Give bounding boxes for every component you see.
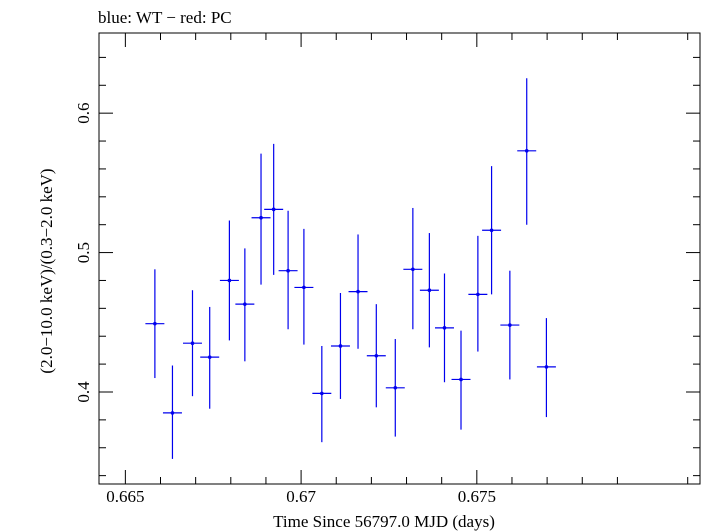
- y-tick-label: 0.6: [74, 103, 93, 124]
- data-point: [207, 355, 212, 359]
- x-axis-label: Time Since 56797.0 MJD (days): [273, 512, 495, 531]
- x-tick-label: 0.675: [458, 487, 496, 506]
- chart-title: blue: WT − red: PC: [98, 8, 232, 27]
- data-point: [508, 323, 512, 327]
- data-point: [411, 267, 415, 272]
- data-point: [442, 326, 447, 330]
- data-point: [259, 215, 263, 220]
- axes: 0.665 0.67 0.675 0.4 0.5 0.6: [74, 33, 700, 506]
- data-point: [374, 353, 379, 358]
- x-tick-label: 0.665: [106, 487, 144, 506]
- y-tick-label: 0.4: [74, 381, 93, 403]
- data-point: [190, 341, 195, 345]
- data-point: [271, 207, 276, 212]
- data-point: [476, 292, 480, 297]
- data-point: [524, 149, 529, 153]
- data-points: [145, 78, 556, 459]
- data-point: [153, 321, 157, 326]
- y-axis-label: (2.0−10.0 keV)/(0.3−2.0 keV): [37, 168, 56, 373]
- data-point: [489, 228, 494, 233]
- data-point: [302, 285, 306, 290]
- x-tick-label: 0.67: [286, 487, 316, 506]
- data-point: [544, 365, 549, 369]
- data-point: [227, 278, 232, 283]
- data-point: [286, 268, 290, 273]
- data-point: [393, 386, 398, 390]
- data-point: [459, 377, 463, 382]
- data-point: [320, 391, 324, 396]
- data-point: [338, 344, 343, 348]
- plot-frame: [98, 32, 701, 485]
- data-point: [356, 289, 360, 294]
- y-tick-label: 0.5: [74, 242, 93, 263]
- data-point: [427, 288, 432, 293]
- data-point: [170, 411, 175, 415]
- data-point: [243, 302, 247, 306]
